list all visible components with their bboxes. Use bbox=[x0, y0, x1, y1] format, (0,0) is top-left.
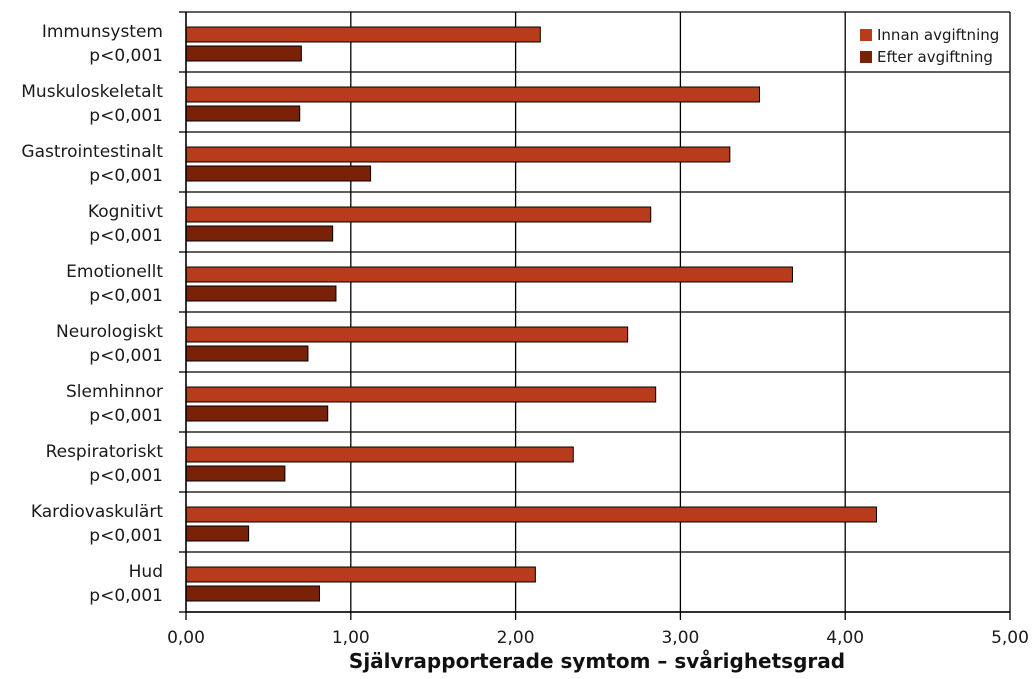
axis-layer bbox=[179, 11, 1011, 620]
bar-efter-4 bbox=[185, 285, 337, 302]
bar-efter-6 bbox=[185, 405, 329, 422]
p-value-label-6: p<0,001 bbox=[89, 406, 163, 426]
p-value-label-3: p<0,001 bbox=[89, 226, 163, 246]
bar-efter-2 bbox=[185, 165, 372, 182]
p-value-label-8: p<0,001 bbox=[89, 526, 163, 546]
bar-innan-8 bbox=[185, 506, 878, 523]
bar-innan-3 bbox=[185, 206, 652, 223]
grid-layer bbox=[186, 11, 1011, 613]
x-tick-label-2: 2,00 bbox=[497, 628, 535, 648]
bar-efter-5 bbox=[185, 345, 309, 362]
bar-innan-9 bbox=[185, 566, 536, 583]
bar-innan-0 bbox=[185, 26, 541, 43]
p-value-label-4: p<0,001 bbox=[89, 286, 163, 306]
p-value-label-5: p<0,001 bbox=[89, 346, 163, 366]
bar-innan-6 bbox=[185, 386, 657, 403]
legend-swatch-efter bbox=[860, 51, 872, 63]
p-value-label-2: p<0,001 bbox=[89, 166, 163, 186]
bar-efter-9 bbox=[185, 585, 320, 602]
category-labels: Immunsystem p<0,001 Muskuloskeletalt p<0,00… bbox=[21, 22, 163, 606]
bar-innan-1 bbox=[185, 86, 761, 103]
legend-label-efter: Efter avgiftning bbox=[877, 48, 993, 66]
x-tick-label-4: 4,00 bbox=[826, 628, 864, 648]
category-label-4: Emotionellt bbox=[66, 262, 163, 282]
p-value-label-9: p<0,001 bbox=[89, 586, 163, 606]
x-tick-label-0: 0,00 bbox=[167, 628, 205, 648]
bar-efter-3 bbox=[185, 225, 334, 242]
x-tick-label-1: 1,00 bbox=[332, 628, 370, 648]
legend: Innan avgiftning Efter avgiftning bbox=[852, 22, 1008, 70]
bar-innan-5 bbox=[185, 326, 629, 343]
bar-innan-2 bbox=[185, 146, 731, 163]
legend-swatch-innan bbox=[860, 29, 872, 41]
category-label-9: Hud bbox=[129, 562, 163, 582]
bars-layer bbox=[185, 26, 878, 602]
category-label-1: Muskuloskeletalt bbox=[21, 82, 163, 102]
x-tick-label-3: 3,00 bbox=[661, 628, 699, 648]
category-label-3: Kognitivt bbox=[88, 202, 163, 222]
category-label-0: Immunsystem bbox=[42, 22, 163, 42]
category-label-8: Kardiovaskulärt bbox=[31, 502, 163, 522]
category-label-2: Gastrointestinalt bbox=[21, 142, 163, 162]
p-value-label-7: p<0,001 bbox=[89, 466, 163, 486]
x-axis-title: Självrapporterade symtom – svårighetsgra… bbox=[349, 649, 845, 673]
legend-background bbox=[852, 22, 1008, 70]
bar-innan-7 bbox=[185, 446, 574, 463]
bar-efter-1 bbox=[185, 105, 301, 122]
category-label-6: Slemhinnor bbox=[66, 382, 163, 402]
x-tick-labels: 0,00 1,00 2,00 3,00 4,00 5,00 bbox=[167, 628, 1029, 648]
category-label-5: Neurologiskt bbox=[56, 322, 163, 342]
legend-label-innan: Innan avgiftning bbox=[877, 26, 999, 44]
bar-innan-4 bbox=[185, 266, 793, 283]
p-value-label-1: p<0,001 bbox=[89, 106, 163, 126]
x-tick-label-5: 5,00 bbox=[991, 628, 1029, 648]
bar-efter-8 bbox=[185, 525, 250, 542]
p-value-label-0: p<0,001 bbox=[89, 46, 163, 66]
bar-efter-0 bbox=[185, 45, 302, 62]
category-label-7: Respiratoriskt bbox=[46, 442, 164, 462]
bar-efter-7 bbox=[185, 465, 286, 482]
